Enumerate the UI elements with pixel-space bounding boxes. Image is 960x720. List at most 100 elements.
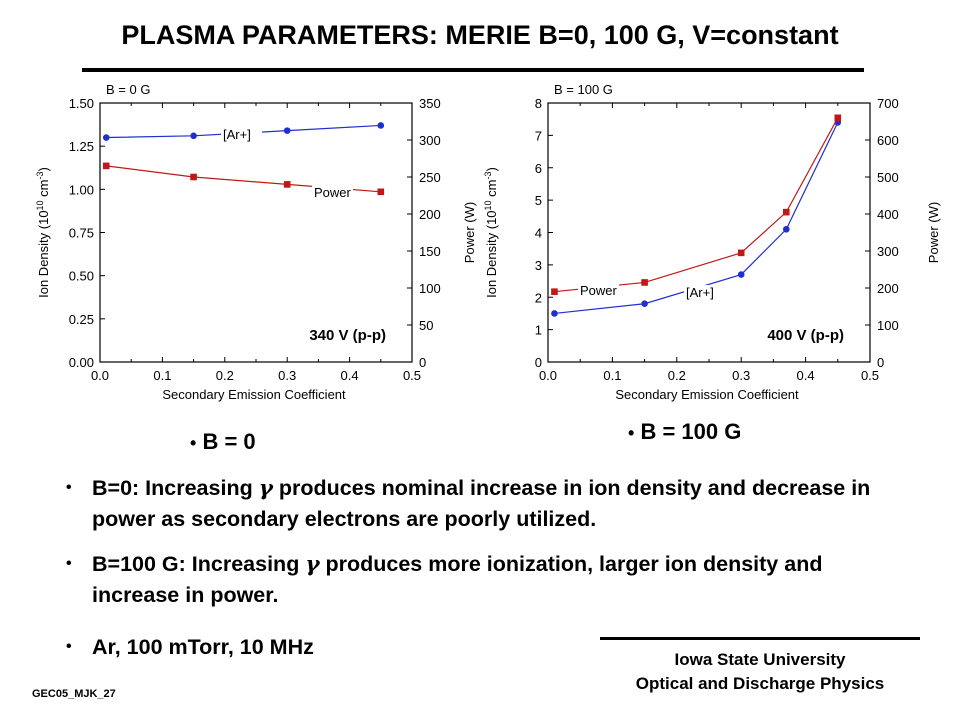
bullet-dot: •: [66, 638, 72, 655]
y-left-axis-text: Ion Density (10: [484, 210, 499, 297]
x-tick-label: 0.1: [603, 368, 621, 383]
y-left-tick-label: 1.25: [69, 139, 94, 154]
series-label-bg: [312, 185, 353, 200]
y-left-axis-text: ): [484, 167, 499, 171]
gamma-symbol: γ: [258, 476, 273, 501]
data-point-power: [737, 249, 745, 257]
x-tick-label: 0.0: [91, 368, 109, 383]
y-left-tick-label: 0.25: [69, 312, 94, 327]
gamma-symbol: γ: [305, 552, 320, 577]
y-left-axis-text: ): [36, 167, 51, 171]
data-point-power: [377, 188, 385, 196]
y-right-tick-label: 100: [419, 281, 441, 296]
y-left-axis-title: Ion Density (1010 cm-3): [35, 167, 51, 298]
data-point-power: [834, 114, 842, 122]
y-right-tick-label: 150: [419, 244, 441, 259]
y-right-tick-label: 250: [419, 170, 441, 185]
data-point-ar-ion: [782, 225, 790, 233]
y-left-tick-label: 0: [535, 355, 542, 370]
data-point-power: [641, 279, 648, 286]
y-right-tick-label: 100: [877, 318, 899, 333]
y-right-axis-title: Power (W): [926, 202, 941, 263]
y-right-tick-label: 500: [877, 170, 899, 185]
x-tick-label: 0.2: [668, 368, 686, 383]
y-left-axis-text: cm: [484, 179, 499, 200]
caption-left-text: B = 0: [202, 429, 256, 454]
y-right-tick-label: 50: [419, 318, 433, 333]
y-left-tick-label: 1.50: [69, 96, 94, 111]
y-right-tick-label: 700: [877, 96, 899, 111]
caption-right-text: B = 100 G: [640, 419, 742, 444]
series-label-ar-ion: [Ar+]: [686, 285, 714, 300]
chart-voltage-label: 340 V (p-p): [309, 327, 386, 344]
data-point-power: [283, 181, 291, 188]
y-right-tick-label: 350: [419, 96, 441, 111]
y-right-tick-label: 600: [877, 133, 899, 148]
y-left-tick-label: 1.00: [69, 182, 94, 197]
series-label-bg: [221, 127, 262, 142]
bullet-text: B=0: Increasing: [92, 476, 259, 500]
series-label-bg: [578, 283, 619, 298]
y-right-tick-label: 400: [877, 207, 899, 222]
bullet-item-2: • B=100 G: Increasing γ produces more io…: [66, 549, 896, 610]
data-point-ar-ion: [641, 300, 648, 308]
plot-frame: [547, 102, 871, 363]
data-point-ar-ion: [551, 310, 558, 317]
data-point-ar-ion: [377, 122, 385, 129]
chart-corner-label: B = 100 G: [554, 82, 613, 97]
y-left-tick-label: 0.00: [69, 355, 94, 370]
chart-corner-label: B = 0 G: [106, 82, 150, 97]
x-tick-label: 0.5: [861, 368, 879, 383]
y-left-tick-label: 3: [535, 258, 542, 273]
y-left-tick-label: 0.50: [69, 269, 94, 284]
bullet-text: produces nominal increase in ion density…: [92, 476, 871, 531]
y-left-tick-label: 7: [535, 128, 542, 143]
bullet-text: produces more ionization, larger ion den…: [92, 552, 823, 607]
data-point-power: [190, 173, 197, 181]
title-underline: [82, 68, 864, 72]
chart-voltage-label: 400 V (p-p): [767, 327, 844, 344]
bullet-text: Ar, 100 mTorr, 10 MHz: [92, 635, 314, 659]
data-point-ar-ion: [102, 134, 110, 141]
x-tick-label: 0.0: [539, 368, 557, 383]
y-left-tick-label: 6: [535, 161, 542, 176]
series-label-ar-ion: [Ar+]: [223, 127, 251, 142]
y-left-axis-title: Ion Density (1010 cm-3): [483, 167, 499, 298]
bullet-item-3: • Ar, 100 mTorr, 10 MHz: [66, 632, 896, 662]
y-left-axis-exponent: -3: [483, 171, 493, 179]
x-axis-title: Secondary Emission Coefficient: [615, 387, 799, 402]
y-right-tick-label: 0: [419, 355, 426, 370]
x-tick-label: 0.4: [797, 368, 815, 383]
footer-group: Optical and Discharge Physics: [635, 674, 885, 693]
caption-left-dot: •: [190, 433, 197, 453]
x-tick-label: 0.4: [341, 368, 359, 383]
x-tick-label: 0.3: [732, 368, 750, 383]
footer-institution: Iowa State University: [674, 650, 846, 669]
series-label-bg: [684, 285, 725, 300]
caption-right-dot: •: [628, 423, 635, 443]
y-right-tick-label: 200: [877, 281, 899, 296]
y-left-tick-label: 1: [535, 323, 542, 338]
y-left-axis-text: cm: [36, 179, 51, 200]
series-label-power: Power: [580, 283, 618, 298]
y-left-axis-text: Ion Density (10: [36, 210, 51, 297]
y-left-axis-exponent: -3: [35, 171, 45, 179]
y-left-tick-label: 5: [535, 193, 542, 208]
bullet-text: B=100 G: Increasing: [92, 552, 306, 576]
caption-right: • B = 100 G: [628, 419, 741, 445]
y-left-axis-exponent: 10: [483, 200, 493, 210]
x-tick-label: 0.3: [278, 368, 296, 383]
slide-id: GEC05_MJK_27: [32, 688, 116, 700]
bullet-dot: •: [66, 479, 72, 496]
data-point-ar-ion: [190, 132, 197, 140]
y-left-tick-label: 2: [535, 290, 542, 305]
data-point-ar-ion: [737, 271, 745, 278]
caption-left: • B = 0: [190, 429, 256, 455]
series-label-power: Power: [314, 185, 352, 200]
y-right-tick-label: 200: [419, 207, 441, 222]
data-point-power: [102, 162, 110, 170]
footer-rule: [600, 637, 920, 640]
data-point-ar-ion: [283, 127, 291, 134]
y-right-tick-label: 300: [877, 244, 899, 259]
